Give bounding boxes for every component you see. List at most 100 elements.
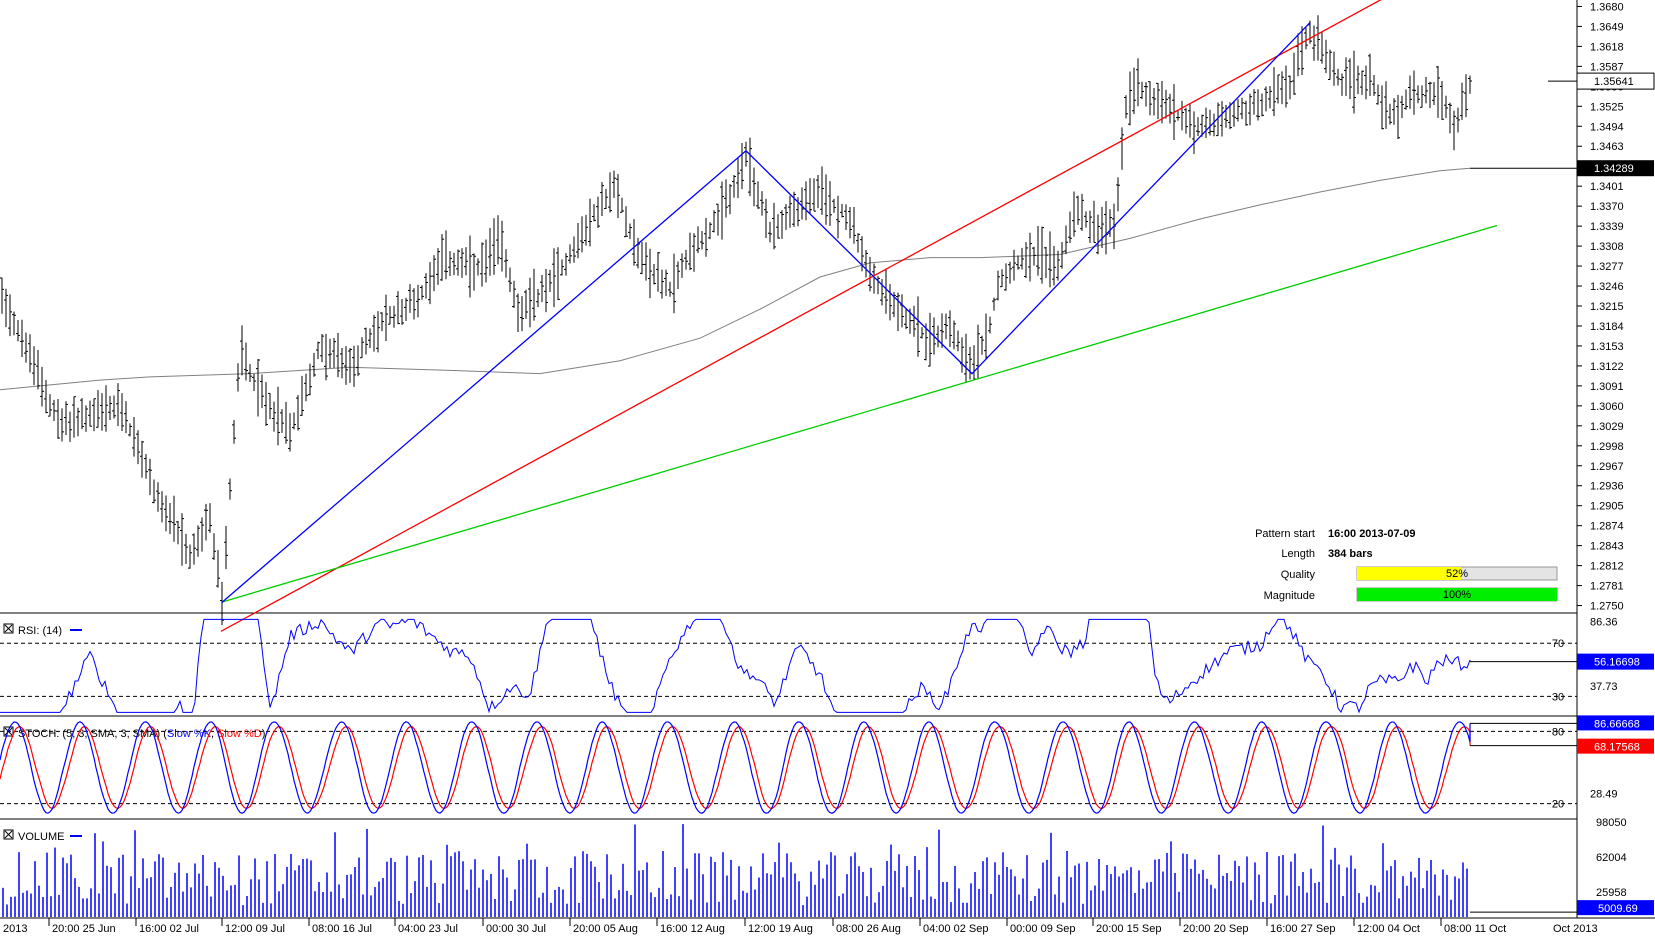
stoch-d-label: 68.17568 (1594, 742, 1640, 754)
time-label: 20:00 15 Sep (1096, 923, 1161, 935)
price-tick-label: 1.3153 (1590, 341, 1624, 353)
price-tick-label: 1.2812 (1590, 561, 1624, 573)
price-tick-label: 1.3246 (1590, 281, 1624, 293)
quality-label: Quality (1281, 569, 1316, 581)
price-tick-label: 1.3370 (1590, 201, 1624, 213)
time-label: 16:00 27 Sep (1270, 923, 1335, 935)
stoch-tick-label: 28.49 (1590, 788, 1618, 800)
time-label: 12:00 04 Oct (1357, 923, 1420, 935)
time-label: 08:00 26 Aug (836, 923, 901, 935)
stoch-d-tag (1577, 738, 1654, 754)
trend-lines (220, 0, 1498, 632)
price-tick-label: 1.3401 (1590, 181, 1624, 193)
time-label: 20:00 25 Jun (52, 923, 116, 935)
rsi-tick-label: 30 (1552, 691, 1564, 703)
resistance-line (220, 0, 1382, 632)
zigzag-pattern (221, 22, 1311, 603)
price-bars (0, 15, 1472, 626)
length-label: Length (1281, 548, 1315, 560)
time-label: 00:00 30 Jul (486, 923, 546, 935)
volume-panel: VOLUME 98050 62004 25958 5009.69 (2, 817, 1654, 917)
price-tick-label: 1.3122 (1590, 361, 1624, 373)
stoch-panel: STOCH: (5, 3, SMA, 3, SMA) (Slow %K, Slo… (0, 715, 1654, 814)
time-label: 12:00 19 Aug (748, 923, 813, 935)
volume-title: VOLUME (18, 831, 64, 843)
rsi-current-label: 56.16698 (1594, 657, 1640, 669)
pattern-start-label: Pattern start (1255, 528, 1315, 540)
price-tick-label: 1.3184 (1590, 321, 1624, 333)
rsi-panel: RSI: (14) 86.36 70 37.73 30 56.16698 (0, 616, 1654, 714)
price-tick-label: 1.3091 (1590, 381, 1624, 393)
price-tick-label: 1.2750 (1590, 601, 1624, 613)
rsi-tick-label: 37.73 (1590, 681, 1618, 693)
price-axis: 1.36801.36491.36181.35871.35561.35251.34… (1548, 1, 1655, 613)
quality-value: 52% (1446, 568, 1468, 580)
price-tick-label: 1.3618 (1590, 41, 1624, 53)
time-label: 16:00 12 Aug (660, 923, 725, 935)
price-tick-label: 1.2967 (1590, 461, 1624, 473)
time-axis: 2013 20:00 25 Jun 16:00 02 Jul 12:00 09 Jul… (3, 918, 1598, 935)
price-tick-label: 1.3649 (1590, 21, 1624, 33)
price-tick-label: 1.3215 (1590, 301, 1624, 313)
moving-average-path (0, 167, 1471, 391)
volume-tick-label: 62004 (1596, 852, 1627, 864)
rsi-line (0, 618, 1471, 714)
price-tick-label: 1.2843 (1590, 541, 1624, 553)
stoch-k-label: 86.66668 (1594, 718, 1640, 730)
rsi-current-tag (1577, 653, 1654, 670)
ma-price-tag (1577, 160, 1654, 177)
support-line (220, 224, 1498, 603)
stoch-tick-label: 80 (1552, 726, 1564, 738)
time-label: Oct 2013 (1553, 923, 1598, 935)
price-tick-label: 1.2781 (1590, 581, 1624, 593)
magnitude-value: 100% (1443, 589, 1471, 601)
ma-price-label: 1.34289 (1594, 163, 1634, 175)
quality-bar-fill (1357, 567, 1461, 580)
time-label: 20:00 20 Sep (1183, 923, 1248, 935)
stoch-k-tag (1577, 715, 1654, 731)
price-tick-label: 1.3029 (1590, 421, 1624, 433)
time-label: 00:00 09 Sep (1010, 923, 1075, 935)
price-tick-label: 1.2936 (1590, 481, 1624, 493)
volume-tick-label: 98050 (1596, 817, 1627, 829)
price-tick-label: 1.3525 (1590, 101, 1624, 113)
length-value: 384 bars (1328, 548, 1373, 560)
stoch-d-line (0, 725, 1471, 810)
price-tick-label: 1.3463 (1590, 141, 1624, 153)
price-tick-label: 1.3680 (1590, 1, 1624, 13)
stoch-tick-label: 20 (1552, 799, 1564, 811)
price-tick-label: 1.3587 (1590, 61, 1624, 73)
volume-tick-label: 25958 (1596, 887, 1627, 899)
pattern-info: Pattern start 16:00 2013-07-09 Length 38… (1255, 528, 1558, 602)
time-label: 04:00 23 Jul (398, 923, 458, 935)
time-label: 08:00 16 Jul (312, 923, 372, 935)
price-tick-label: 1.3308 (1590, 241, 1624, 253)
price-tick-label: 1.3277 (1590, 261, 1624, 273)
rsi-title: RSI: (14) (18, 625, 62, 637)
magnitude-bar-fill (1357, 588, 1557, 601)
rsi-tick-label: 86.36 (1590, 616, 1618, 628)
price-tick-label: 1.2905 (1590, 501, 1624, 513)
time-label: 20:00 05 Aug (573, 923, 638, 935)
volume-current-label: 5009.69 (1598, 903, 1638, 915)
rsi-tick-label: 70 (1552, 638, 1564, 650)
time-label: 08:00 11 Oct (1444, 923, 1506, 935)
time-label: 2013 (3, 923, 27, 935)
current-price-tag (1576, 72, 1655, 90)
pattern-start-value: 16:00 2013-07-09 (1328, 528, 1415, 540)
time-label: 12:00 09 Jul (225, 923, 285, 935)
time-label: 16:00 02 Jul (139, 923, 199, 935)
current-price-label: 1.35641 (1594, 76, 1634, 88)
time-label: 04:00 02 Sep (923, 923, 988, 935)
magnitude-label: Magnitude (1264, 590, 1315, 602)
volume-current-tag (1577, 900, 1654, 916)
moving-average-line (0, 167, 1548, 391)
price-tick-label: 1.3339 (1590, 221, 1624, 233)
price-tick-label: 1.3060 (1590, 401, 1624, 413)
price-tick-label: 1.2874 (1590, 521, 1624, 533)
price-tick-label: 1.2998 (1590, 441, 1624, 453)
price-tick-label: 1.3494 (1590, 121, 1624, 133)
stoch-k-line (0, 721, 1471, 814)
